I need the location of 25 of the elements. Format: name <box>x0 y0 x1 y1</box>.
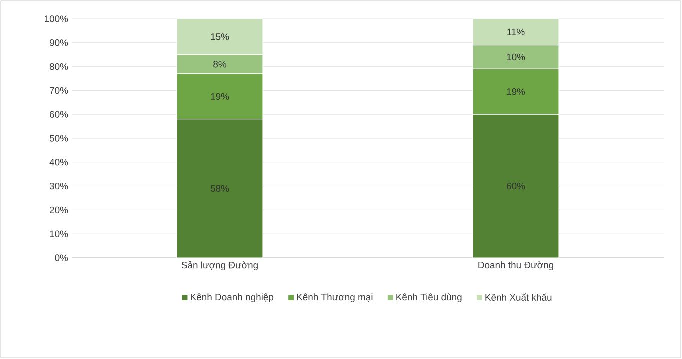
y-tick-label: 20% <box>50 206 68 214</box>
data-label: 19% <box>211 93 230 100</box>
y-tick-label: 80% <box>50 63 68 70</box>
y-tick-label: 30% <box>50 182 68 190</box>
legend-label: Kênh Tiêu dùng <box>396 294 462 303</box>
y-tick-label: 60% <box>50 111 68 118</box>
data-label: 60% <box>507 182 526 190</box>
y-tick-label: 50% <box>50 135 68 142</box>
data-label: 8% <box>214 61 227 68</box>
data-label: 58% <box>210 185 230 192</box>
data-label: 10% <box>507 54 526 61</box>
data-label: 15% <box>211 34 230 40</box>
data-label: 11% <box>508 28 525 36</box>
legend-label: Kênh Doanh nghiệp <box>191 294 274 302</box>
x-tick-label: Doanh thu Đường <box>478 262 554 270</box>
y-tick-label: 0% <box>55 254 68 262</box>
y-tick-label: 40% <box>50 159 68 166</box>
y-tick-label: 90% <box>50 40 68 46</box>
y-tick-label: 70% <box>50 87 68 94</box>
data-label: 19% <box>507 88 526 96</box>
y-tick-label: 100% <box>45 16 68 22</box>
legend-label: Kênh Thương mại <box>297 294 373 302</box>
y-tick-label: 10% <box>50 230 68 238</box>
legend-label: Kênh Xuất khẩu <box>486 293 552 301</box>
x-tick-label: Sản lượng Đường <box>182 262 258 271</box>
